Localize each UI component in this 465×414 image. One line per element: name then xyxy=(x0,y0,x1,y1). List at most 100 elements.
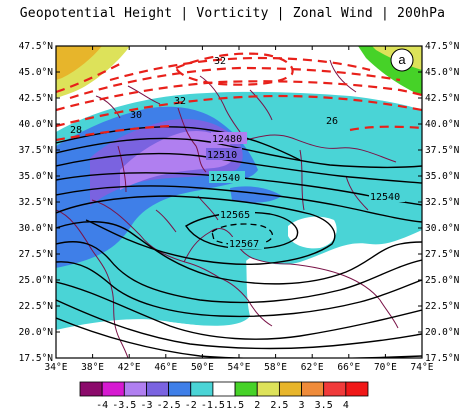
lon-labels-bottom: 34°E 38°E 42°E 46°E 50°E 54°E 58°E 62°E 66°E 70°E… xyxy=(45,362,434,373)
colorbar-label: -4 xyxy=(96,400,108,411)
colorbar-label: 4 xyxy=(343,400,349,411)
lat-label: 17.5°N xyxy=(425,353,460,364)
colorbar-swatch xyxy=(234,381,258,397)
wind-label-32-top: 32 xyxy=(214,56,226,67)
lon-label: 66°E xyxy=(337,362,360,373)
lon-label: 70°E xyxy=(374,362,397,373)
lat-label: 47.5°N xyxy=(425,41,460,52)
lon-label: 50°E xyxy=(191,362,214,373)
height-label-12540-east: 12540 xyxy=(370,192,400,203)
lon-label: 62°E xyxy=(301,362,324,373)
lat-label: 40.0°N xyxy=(425,119,460,130)
colorbar-label: -2.5 xyxy=(157,400,181,411)
colorbar-swatch xyxy=(123,381,147,397)
lat-labels-right: 47.5°N 45.0°N 42.5°N 40.0°N 37.5°N 35.0°N 32.5… xyxy=(425,41,460,364)
colorbar-label: -1.5 xyxy=(201,400,225,411)
lon-label: 58°E xyxy=(264,362,287,373)
label-bg xyxy=(219,208,255,220)
label-bg xyxy=(228,237,264,249)
lat-label: 20.0°N xyxy=(425,327,460,338)
lat-label: 45.0°N xyxy=(19,67,54,78)
colorbar-swatch xyxy=(168,381,192,397)
height-contours xyxy=(56,126,422,358)
colorbar-label: 3.5 xyxy=(315,400,333,411)
colorbar-swatch xyxy=(79,381,103,397)
wind-contour-labels: 32 32 30 28 26 xyxy=(70,56,338,136)
lat-label: 30.0°N xyxy=(19,223,54,234)
vorticity-shade-positive-north-orange xyxy=(56,46,102,80)
colorbar-swatch xyxy=(256,381,280,397)
lon-label: 54°E xyxy=(228,362,251,373)
height-label-12510: 12510 xyxy=(207,150,237,161)
colorbar-label: 2.5 xyxy=(270,400,288,411)
wind-label-28: 28 xyxy=(70,125,82,136)
colorbar-swatch xyxy=(212,381,236,397)
colorbar-swatch xyxy=(345,381,369,397)
lon-label: 42°E xyxy=(118,362,141,373)
map-plot-area xyxy=(56,46,422,358)
vorticity-shade-teal-lower xyxy=(56,227,250,330)
colorbar-swatch xyxy=(323,381,347,397)
label-bg xyxy=(211,132,247,144)
colorbar-label: -2 xyxy=(185,400,197,411)
label-bg xyxy=(209,171,245,183)
lon-label: 74°E xyxy=(411,362,434,373)
lat-label: 32.5°N xyxy=(425,197,460,208)
vorticity-shade-lilac xyxy=(120,130,235,190)
colorbar-swatch xyxy=(278,381,302,397)
lat-label: 45.0°N xyxy=(425,67,460,78)
lat-label: 37.5°N xyxy=(425,145,460,156)
colorbar xyxy=(79,381,369,397)
height-label-12480: 12480 xyxy=(212,134,242,145)
lat-label: 42.5°N xyxy=(425,93,460,104)
panel-label-circle xyxy=(390,48,414,72)
map-title: Geopotential Height | Vorticity | Zonal … xyxy=(19,6,446,21)
height-label-12565: 12565 xyxy=(220,210,250,221)
panel-label: a xyxy=(398,52,406,67)
lat-label: 30.0°N xyxy=(425,223,460,234)
lat-label: 25.0°N xyxy=(19,275,54,286)
vorticity-shade-white-pocket xyxy=(288,216,337,249)
lat-label: 35.0°N xyxy=(19,171,54,182)
colorbar-label: 2 xyxy=(254,400,260,411)
lat-label: 35.0°N xyxy=(425,171,460,182)
colorbar-label: 1.5 xyxy=(226,400,244,411)
lon-label: 46°E xyxy=(154,362,177,373)
lat-label: 37.5°N xyxy=(19,145,54,156)
coastlines xyxy=(56,59,399,358)
lon-label: 34°E xyxy=(45,362,68,373)
colorbar-label: -3.5 xyxy=(112,400,136,411)
lat-label: 47.5°N xyxy=(19,41,54,52)
height-contour-dashed-center xyxy=(211,223,273,246)
vorticity-shade-white-south xyxy=(56,306,422,358)
lat-labels-left: 47.5°N 45.0°N 42.5°N 40.0°N 37.5°N 35.0°N 32.5… xyxy=(19,41,54,364)
vorticity-shade-light-blue xyxy=(230,186,282,203)
colorbar-swatch xyxy=(146,381,170,397)
lat-label: 27.5°N xyxy=(19,249,54,260)
colorbar-label: 3 xyxy=(299,400,305,411)
colorbar-label: -3 xyxy=(140,400,152,411)
colorbar-swatch xyxy=(101,381,125,397)
label-bg xyxy=(206,148,242,160)
lat-label: 25.0°N xyxy=(425,275,460,286)
wind-label-26: 26 xyxy=(326,116,338,127)
wind-label-30: 30 xyxy=(130,110,142,121)
lat-label: 20.0°N xyxy=(19,327,54,338)
lat-label: 40.0°N xyxy=(19,119,54,130)
colorbar-labels: -4 -3.5 -3 -2.5 -2 -1.5 1.5 2 2.5 3 3.5 4 xyxy=(96,400,349,411)
label-bg xyxy=(369,190,405,202)
wind-label-32: 32 xyxy=(174,96,186,107)
lat-label: 42.5°N xyxy=(19,93,54,104)
height-label-12540: 12540 xyxy=(210,173,240,184)
wind-contours xyxy=(56,52,422,142)
lat-label: 27.5°N xyxy=(425,249,460,260)
lat-label: 32.5°N xyxy=(19,197,54,208)
colorbar-swatch xyxy=(190,381,214,397)
lat-label: 17.5°N xyxy=(19,353,54,364)
height-contour-labels: 12480 12510 12540 12565 12567 12540 xyxy=(206,132,405,250)
colorbar-swatch xyxy=(301,381,325,397)
axis-ticks xyxy=(55,45,423,359)
lat-label: 22.5°N xyxy=(425,301,460,312)
height-label-12567: 12567 xyxy=(229,239,259,250)
